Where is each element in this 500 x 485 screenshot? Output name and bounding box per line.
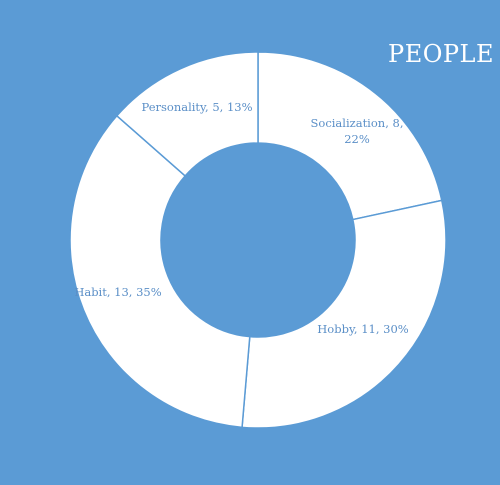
data-label-habit: Habit, 13, 35%: [74, 285, 161, 299]
data-label-personality: Personality, 5, 13%: [141, 100, 252, 114]
donut-slice-habit: [69, 114, 251, 429]
donut-slice-personality: [115, 51, 259, 177]
data-label-socialization: Socialization, 8, 22%: [311, 116, 404, 146]
donut-slice-hobby: [241, 199, 447, 429]
data-label-hobby: Hobby, 11, 30%: [317, 322, 409, 336]
chart-title: PEOPLE: [388, 40, 494, 68]
donut-slice-socialization: [257, 51, 443, 221]
